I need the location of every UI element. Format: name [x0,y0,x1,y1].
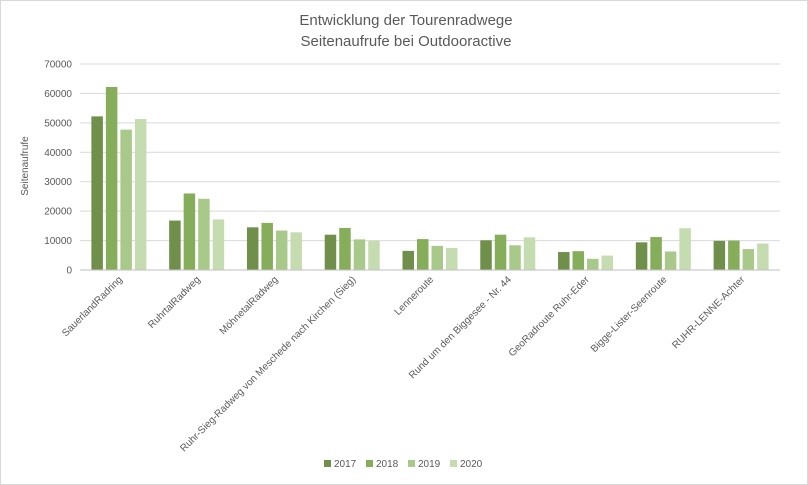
legend-swatch-2020 [450,460,457,467]
bar-2020-4 [446,247,458,270]
bar-2017-6 [558,252,570,270]
bar-2018-0 [105,86,118,270]
y-tick-label: 40000 [44,148,72,159]
bar-2017-4 [402,250,414,270]
bar-2018-5 [494,234,507,270]
category-label: SauerlandRadring [60,274,125,339]
y-tick-label: 0 [66,266,72,277]
bar-2020-2 [290,232,302,270]
chart-subtitle: Seitenaufrufe bei Outdooractive [301,33,512,50]
category-label: Bigge-Lister-Seenroute [589,274,670,355]
bar-2019-5 [509,245,521,270]
bar-2020-0 [134,119,147,270]
bar-2017-2 [246,227,259,270]
bar-2020-5 [523,237,536,270]
legend-swatch-2019 [408,460,415,467]
bar-2017-5 [480,240,492,270]
bar-2019-0 [120,129,132,270]
y-axis-ticks: 0 10000 20000 30000 40000 50000 60000 70000 [44,60,72,277]
legend-swatch-2018 [366,460,373,467]
bars [91,86,769,270]
category-label: Ruhr-Sieg-Radweg von Meschede nach Kirch… [178,274,358,454]
bar-2017-1 [169,220,181,270]
bar-2020-1 [212,219,225,270]
category-label: RUHR-LENNE-Achter [670,274,747,351]
bar-2019-4 [431,245,443,270]
bar-2017-7 [635,242,648,270]
category-labels: SauerlandRadring RuhrtalRadweg MöhnetalRad… [60,274,747,454]
y-tick-label: 20000 [44,207,72,218]
legend-swatch-2017 [324,460,331,467]
bar-2017-0 [91,116,103,270]
y-tick-label: 70000 [44,60,72,71]
bar-2018-1 [183,193,196,270]
bar-2017-8 [713,240,726,270]
y-tick-label: 50000 [44,118,72,129]
legend-label: 2020 [460,459,483,470]
y-tick-label: 10000 [44,236,72,247]
bar-2018-8 [728,240,740,270]
bar-2018-6 [572,251,585,270]
legend-label: 2019 [418,459,441,470]
gridlines [80,63,780,242]
bar-2019-7 [664,251,677,270]
bar-2019-3 [353,239,366,270]
bar-2017-3 [324,234,337,270]
category-label: RuhrtalRadweg [146,274,203,331]
bar-2019-8 [742,249,755,270]
bar-2018-2 [261,222,273,270]
bar-2020-3 [368,240,380,270]
y-axis-label: Seitenaufrufe [20,136,31,196]
bar-2019-1 [198,198,210,270]
y-tick-label: 30000 [44,177,72,188]
category-label: Lenneroute [393,274,437,318]
bar-2018-4 [417,239,429,270]
bar-2020-6 [601,255,614,270]
legend-label: 2017 [334,459,357,470]
chart-title: Entwicklung der Tourenradwege [299,12,512,29]
bar-2018-3 [339,227,351,270]
bar-2020-7 [679,228,691,270]
legend-label: 2018 [376,459,399,470]
category-label: GeoRadroute Ruhr-Eder [507,274,592,359]
bar-2020-8 [757,243,769,270]
y-tick-label: 60000 [44,89,72,100]
bar-2018-7 [650,237,662,270]
category-label: MöhnetalRadweg [218,274,281,337]
bar-2019-2 [275,230,288,270]
legend: 2017 2018 2019 2020 [324,459,483,470]
bar-2019-6 [587,258,599,270]
